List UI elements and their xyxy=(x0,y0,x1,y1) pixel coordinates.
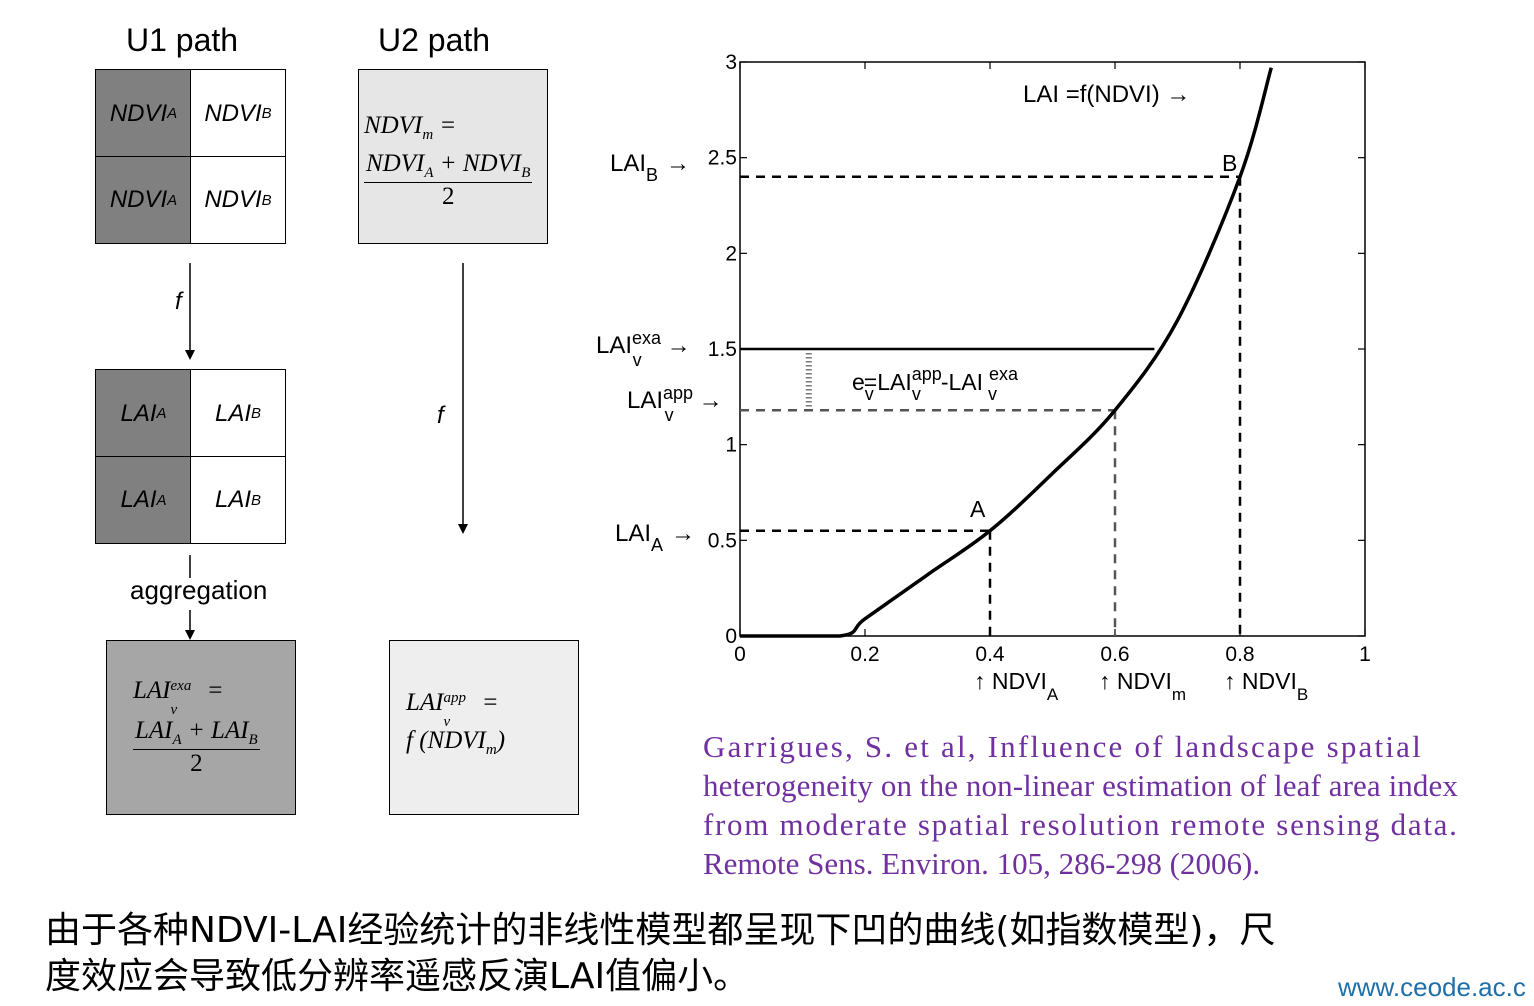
u2-f-label: f xyxy=(437,402,444,429)
point-b-label: B xyxy=(1222,150,1237,176)
x-tick-label: 0.2 xyxy=(850,643,879,666)
x-annotation-ndvi: ↑ NDVIA xyxy=(974,668,1059,704)
y-tick-label: 3 xyxy=(725,51,737,74)
y-tick-label: 2 xyxy=(725,242,737,265)
x-tick-label: 0.6 xyxy=(1100,643,1129,666)
arrowhead-icon xyxy=(458,524,468,534)
curve-function-label: LAI =f(NDVI) → xyxy=(1023,81,1190,108)
lai-a-cell: LAI A xyxy=(95,369,192,458)
u1-f-label: f xyxy=(175,288,182,315)
caption-line: 度效应会导致低分辨率遥感反演LAI值偏小。 xyxy=(45,956,750,997)
ndvi-a-cell: NDVI A xyxy=(95,69,192,158)
x-tick-label: 1 xyxy=(1359,643,1371,666)
citation-line: from moderate spatial resolution remote … xyxy=(703,807,1459,842)
u2-path-title: U2 path xyxy=(378,22,491,58)
lai-b-cell: LAI B xyxy=(190,456,286,544)
x-tick-label: 0.8 xyxy=(1225,643,1254,666)
y-tick-label: 1 xyxy=(725,434,737,457)
lai-app-annotation: LAIapp v→ xyxy=(627,383,723,425)
lai-ndvi-chart: 0 0.2 0.4 0.6 0.8 100.511.522.53 AB LAIB →LAIe… xyxy=(596,51,1371,704)
lai-a-cell: LAI A xyxy=(95,456,192,544)
lai-b-cell: LAI B xyxy=(190,369,286,458)
citation: Garrigues, S. et al, Influence of landsc… xyxy=(703,727,1523,883)
lai-curve xyxy=(740,67,1273,638)
u1-path-title: U1 path xyxy=(126,22,239,58)
x-annotation-ndvi: ↑ NDVIB xyxy=(1224,668,1308,704)
lai-a-annotation: LAIA → xyxy=(615,520,695,555)
axis-ticks: 0 0.2 0.4 0.6 0.8 1 0 0.5 1 1.5 2 2.5 3 xyxy=(708,51,1371,666)
citation-line: heterogeneity on the non-linear estimati… xyxy=(703,768,1458,803)
lai-exa-annotation: LAIexa v→ xyxy=(596,328,691,370)
left-diagram-arrows xyxy=(185,263,468,640)
y-tick-label: 2.5 xyxy=(708,147,737,170)
arrowhead-icon xyxy=(185,630,195,640)
lai-b-annotation: LAIB → xyxy=(610,150,690,185)
x-annotation-ndvi: ↑ NDVIm xyxy=(1099,668,1186,704)
y-tick-label: 0 xyxy=(725,625,737,648)
u2-ndvi-mean-box: NDVIm = NDVIA + NDVIB 2 xyxy=(358,69,548,244)
u1-result-box: LAI exa v = LAIA + LAIB 2 xyxy=(106,640,296,815)
ndvi-a-cell: NDVI A xyxy=(95,156,192,244)
y-tick-label: 0.5 xyxy=(708,529,737,552)
axis-annotations: LAIB → LAIexa v→ LAIapp v→ LAIA → ↑ NDVIA ↑ NDVIm… xyxy=(596,81,1308,704)
citation-line: Garrigues, S. et al, Influence of landsc… xyxy=(703,729,1423,764)
arrowhead-icon xyxy=(185,350,195,360)
point-labels: AB xyxy=(970,150,1237,522)
y-tick-label: 1.5 xyxy=(708,338,737,361)
citation-line: Remote Sens. Environ. 105, 286-298 (2006… xyxy=(703,846,1261,881)
reference-lines xyxy=(740,175,1242,636)
error-label: ev=LAIapp v -LAI exa v xyxy=(852,364,1019,404)
x-tick-label: 0.4 xyxy=(975,643,1005,666)
ndvi-b-cell: NDVI B xyxy=(190,156,286,244)
x-tick-label: 0 xyxy=(734,643,746,666)
u2-result-box: LAI app v = f (NDVIm) xyxy=(389,640,579,815)
watermark-url: www.ceode.ac.c xyxy=(1338,972,1526,1002)
caption: 由于各种NDVI-LAI经验统计的非线性模型都呈现下凹的曲线(如指数模型)，尺 … xyxy=(45,908,1505,1000)
aggregation-label: aggregation xyxy=(130,575,268,605)
caption-line: 由于各种NDVI-LAI经验统计的非线性模型都呈现下凹的曲线(如指数模型)，尺 xyxy=(45,910,1276,951)
point-a-label: A xyxy=(970,496,986,522)
